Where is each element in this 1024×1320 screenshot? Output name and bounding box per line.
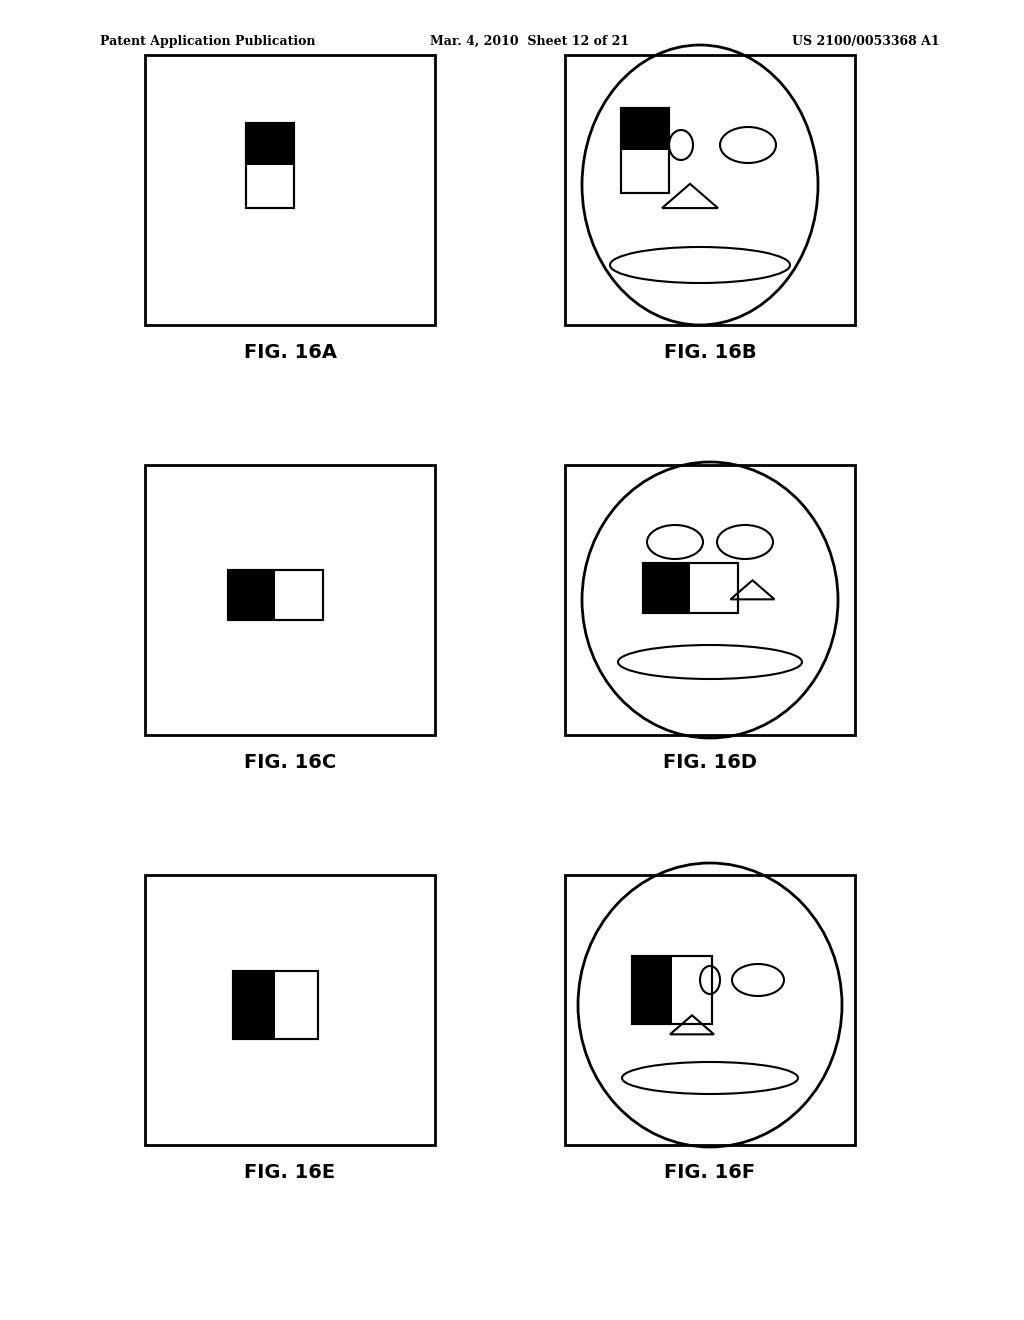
Bar <box>565 465 855 735</box>
Bar <box>632 956 712 1024</box>
Bar <box>642 564 737 612</box>
Bar <box>632 956 672 1024</box>
Bar <box>145 465 435 735</box>
Text: FIG. 16F: FIG. 16F <box>665 1163 756 1181</box>
Bar <box>227 570 323 620</box>
Bar <box>232 972 317 1039</box>
Bar <box>632 956 712 1024</box>
Text: FIG. 16C: FIG. 16C <box>244 752 336 772</box>
Text: Mar. 4, 2010  Sheet 12 of 21: Mar. 4, 2010 Sheet 12 of 21 <box>430 36 629 48</box>
Text: US 2100/0053368 A1: US 2100/0053368 A1 <box>793 36 940 48</box>
Bar <box>227 570 323 620</box>
Bar <box>642 564 690 612</box>
Bar <box>227 570 275 620</box>
Bar <box>145 875 435 1144</box>
Bar <box>621 107 669 193</box>
Bar <box>565 55 855 325</box>
Text: FIG. 16A: FIG. 16A <box>244 343 337 362</box>
Bar <box>246 123 294 207</box>
Bar <box>246 123 294 165</box>
Text: FIG. 16D: FIG. 16D <box>663 752 757 772</box>
Bar <box>232 972 317 1039</box>
Bar <box>145 55 435 325</box>
Text: FIG. 16B: FIG. 16B <box>664 343 757 362</box>
Bar <box>232 972 275 1039</box>
Text: FIG. 16E: FIG. 16E <box>245 1163 336 1181</box>
Bar <box>621 107 669 193</box>
Bar <box>642 564 737 612</box>
Bar <box>565 875 855 1144</box>
Bar <box>246 123 294 207</box>
Text: Patent Application Publication: Patent Application Publication <box>100 36 315 48</box>
Bar <box>621 107 669 150</box>
